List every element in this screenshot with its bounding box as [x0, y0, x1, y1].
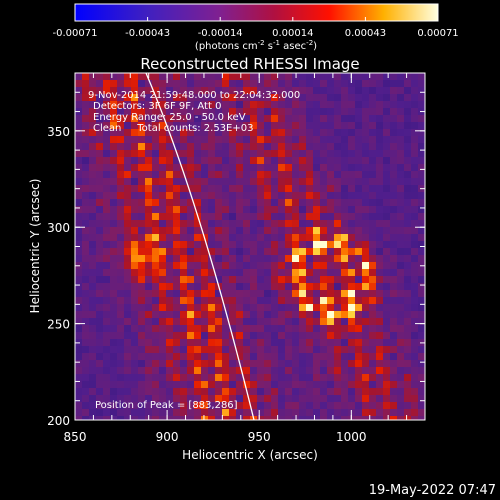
y-tick-label: 200 [47, 414, 70, 428]
colorbar-tick-label: 0.00071 [417, 28, 458, 39]
colorbar-tick-label: 0.00014 [272, 28, 313, 39]
solar-limb-curve [145, 73, 255, 420]
colorbar-tick-label: -0.00071 [53, 28, 98, 39]
annotation-clean-counts: Clean Total counts: 2.53E+03 [93, 123, 253, 134]
y-axis-label: Heliocentric Y (arcsec) [28, 179, 42, 314]
heatmap-image [75, 73, 425, 420]
colorbar-ticks: -0.00071 -0.00043 -0.00014 0.00014 0.00043 0.… [53, 17, 459, 39]
x-tick-label: 1000 [336, 430, 367, 444]
y-tick-label: 250 [47, 318, 70, 332]
footer-date: 19-May-2022 07:47 [369, 483, 496, 498]
annotation-peak-position: Position of Peak = [883,286] [95, 400, 238, 411]
x-tick-label: 900 [156, 430, 179, 444]
colorbar-tick-label: 0.00043 [345, 28, 386, 39]
y-tick-label: 350 [47, 125, 70, 139]
axis-ticks: 850 900 950 1000 200 250 300 350 [47, 73, 426, 444]
annotation-time-range: 9-Nov-2014 21:59:48.000 to 22:04:32.000 [88, 90, 300, 101]
y-tick-label: 300 [47, 221, 70, 235]
colorbar-tick-label: -0.00043 [125, 28, 170, 39]
annotation-energy-range: Energy Range: 25.0 - 50.0 keV [93, 112, 246, 123]
plot-title: Reconstructed RHESSI Image [140, 55, 359, 73]
colorbar [74, 3, 439, 22]
colorbar-units: (photons cm-2 s-1 asec-2) [195, 39, 317, 52]
x-tick-label: 950 [248, 430, 271, 444]
x-tick-label: 850 [64, 430, 87, 444]
annotation-detectors: Detectors: 3F 6F 9F, Att 0 [93, 101, 221, 112]
colorbar-tick-label: -0.00014 [198, 28, 243, 39]
x-axis-label: Heliocentric X (arcsec) [182, 448, 318, 462]
